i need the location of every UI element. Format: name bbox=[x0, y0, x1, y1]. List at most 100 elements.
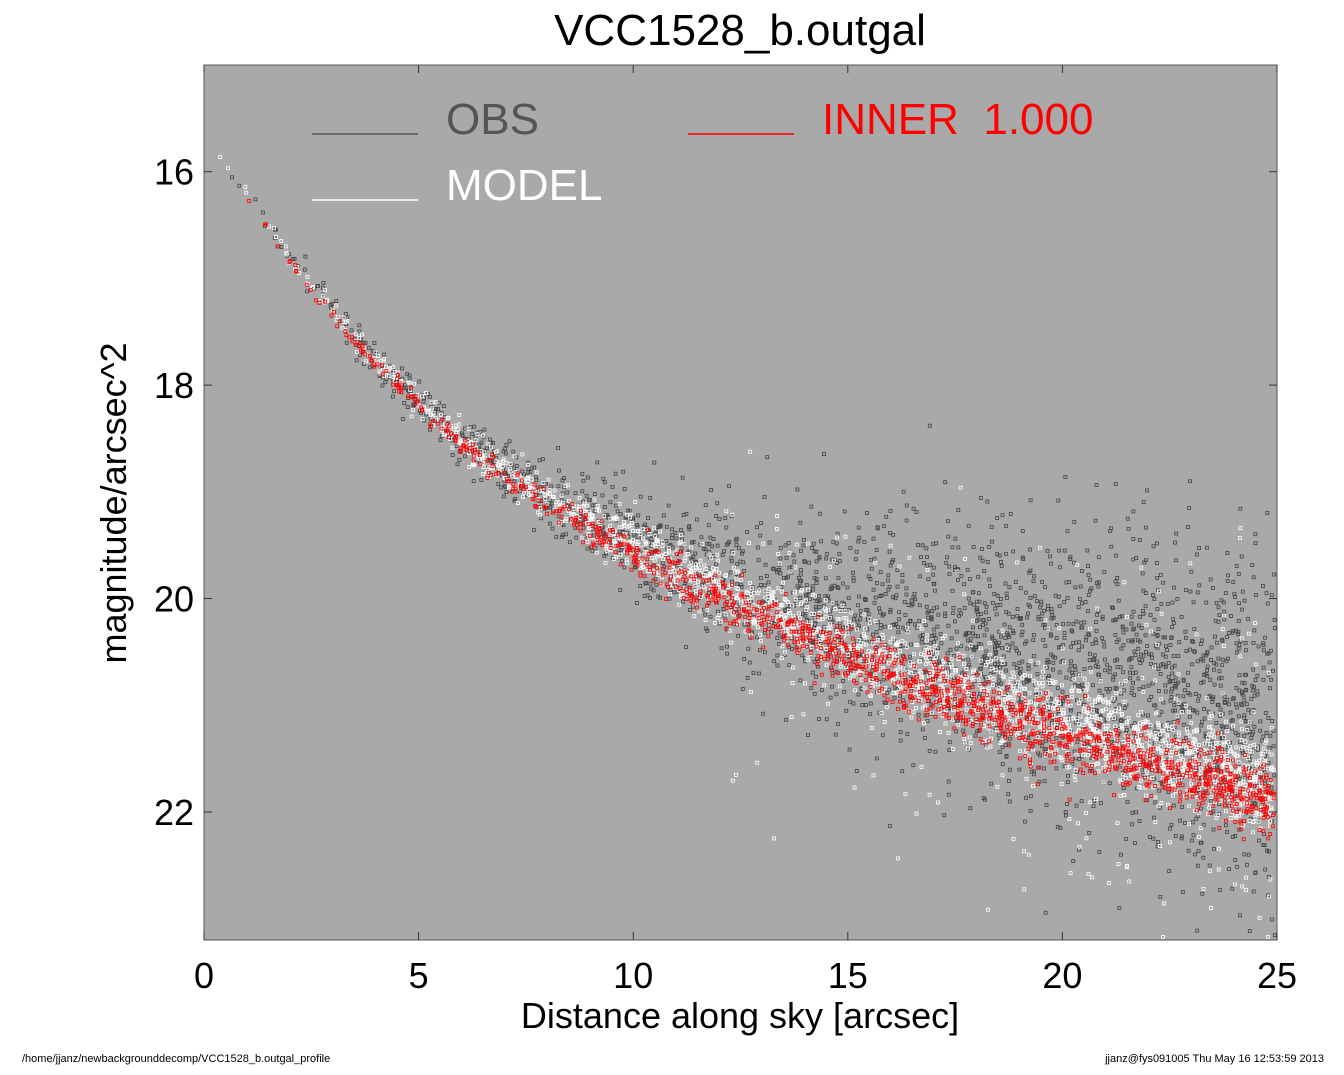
data-point bbox=[953, 536, 958, 541]
data-point bbox=[935, 624, 940, 629]
data-point bbox=[772, 659, 776, 664]
data-point bbox=[334, 299, 339, 304]
data-point bbox=[695, 517, 699, 522]
data-point bbox=[457, 457, 462, 462]
data-point bbox=[615, 509, 620, 514]
data-point bbox=[943, 602, 947, 606]
data-point bbox=[1182, 722, 1186, 727]
data-point bbox=[1050, 613, 1055, 618]
data-point bbox=[787, 663, 792, 667]
data-point bbox=[737, 546, 741, 551]
data-point bbox=[1017, 767, 1022, 772]
data-point bbox=[492, 460, 497, 464]
data-point bbox=[808, 597, 812, 602]
data-point bbox=[1155, 561, 1159, 565]
data-point bbox=[997, 684, 1001, 688]
data-point bbox=[1026, 662, 1031, 667]
data-point bbox=[1087, 831, 1092, 835]
data-point bbox=[479, 477, 484, 482]
data-point bbox=[1252, 628, 1257, 633]
data-point bbox=[1272, 617, 1277, 622]
data-point bbox=[672, 590, 677, 595]
data-point bbox=[1006, 792, 1011, 797]
data-point bbox=[417, 379, 422, 384]
data-point bbox=[1018, 586, 1023, 591]
data-point bbox=[1229, 614, 1233, 618]
data-point bbox=[864, 703, 868, 707]
data-point bbox=[727, 484, 731, 489]
data-point bbox=[1000, 513, 1005, 518]
data-point bbox=[904, 518, 909, 523]
data-point bbox=[985, 560, 990, 564]
data-point bbox=[1077, 672, 1081, 677]
data-point bbox=[230, 175, 234, 180]
data-point bbox=[1094, 641, 1099, 645]
data-point bbox=[707, 542, 712, 546]
data-point bbox=[560, 535, 564, 539]
data-point bbox=[999, 560, 1003, 564]
data-point bbox=[315, 283, 320, 288]
data-point bbox=[979, 642, 984, 647]
data-point bbox=[1000, 762, 1005, 767]
data-point bbox=[856, 603, 860, 608]
data-point bbox=[1056, 711, 1061, 716]
data-point bbox=[1144, 650, 1148, 654]
data-point bbox=[573, 491, 578, 496]
data-point bbox=[1145, 488, 1149, 493]
data-point bbox=[1236, 632, 1240, 637]
data-point bbox=[1198, 840, 1203, 845]
data-point bbox=[1106, 689, 1111, 694]
data-point bbox=[1093, 637, 1098, 642]
data-point bbox=[1220, 657, 1225, 662]
data-point bbox=[1221, 600, 1226, 605]
data-point bbox=[873, 595, 878, 600]
data-point bbox=[1150, 655, 1154, 660]
data-point bbox=[1091, 683, 1095, 688]
data-point bbox=[1215, 764, 1219, 769]
data-point bbox=[1178, 818, 1182, 823]
data-point bbox=[880, 582, 885, 587]
data-point bbox=[1265, 510, 1270, 515]
data-point bbox=[1045, 665, 1049, 670]
data-point bbox=[441, 404, 446, 409]
data-point bbox=[1192, 649, 1197, 654]
data-point bbox=[1128, 676, 1132, 681]
data-point bbox=[828, 615, 833, 619]
data-point bbox=[1201, 653, 1206, 658]
data-point bbox=[714, 514, 718, 518]
data-point bbox=[1181, 694, 1186, 699]
data-point bbox=[1121, 630, 1126, 635]
data-point bbox=[1233, 834, 1238, 838]
data-point bbox=[1039, 731, 1044, 736]
data-point bbox=[784, 556, 789, 560]
data-point bbox=[1132, 649, 1137, 654]
data-point bbox=[946, 792, 951, 797]
data-point bbox=[783, 543, 788, 548]
data-point bbox=[812, 691, 817, 696]
data-point bbox=[1187, 714, 1192, 719]
data-point bbox=[1008, 512, 1013, 516]
data-point bbox=[1115, 665, 1120, 669]
data-point bbox=[759, 521, 763, 525]
data-point bbox=[985, 656, 989, 660]
data-point bbox=[610, 484, 615, 489]
data-point bbox=[990, 636, 995, 641]
data-point bbox=[792, 603, 797, 608]
data-point bbox=[1032, 633, 1036, 637]
data-point bbox=[864, 608, 869, 612]
data-point bbox=[1109, 544, 1114, 549]
data-point bbox=[618, 512, 623, 517]
data-point bbox=[1057, 604, 1062, 609]
data-point bbox=[999, 681, 1003, 686]
data-point bbox=[512, 466, 517, 471]
data-point bbox=[1236, 618, 1241, 623]
data-point bbox=[1197, 546, 1201, 550]
data-point bbox=[1224, 823, 1228, 828]
data-point bbox=[1028, 808, 1033, 813]
data-point bbox=[951, 606, 956, 610]
data-point bbox=[703, 547, 708, 552]
data-point bbox=[588, 497, 593, 502]
data-point bbox=[613, 494, 618, 499]
data-point bbox=[1172, 621, 1176, 625]
data-point bbox=[946, 534, 951, 539]
